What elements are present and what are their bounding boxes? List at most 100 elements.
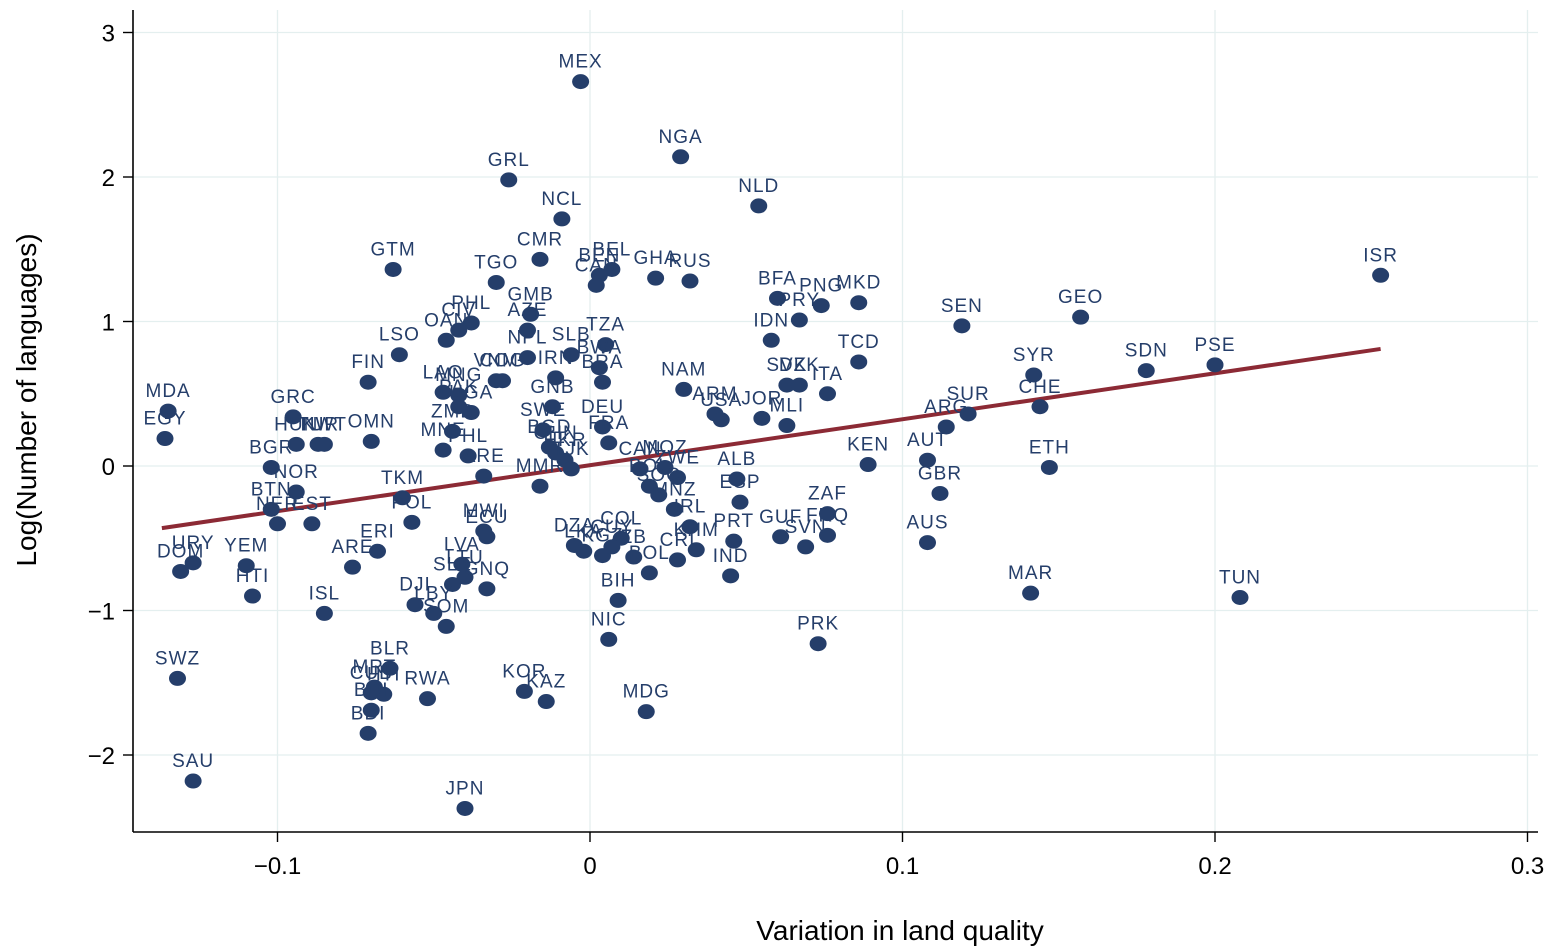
point-label-ncl: NCL	[541, 189, 582, 210]
point-label-cog: COG	[479, 351, 525, 372]
point-label-egy: EGY	[143, 409, 186, 430]
point-label-tjk: TJK	[553, 439, 590, 460]
point-label-pry: PRY	[779, 290, 821, 311]
point-label-idn: IDN	[753, 310, 789, 331]
point-label-lva: LVA	[444, 534, 480, 555]
data-point-civ	[450, 322, 468, 338]
point-label-isl: ISL	[309, 583, 341, 604]
point-label-aut: AUT	[907, 430, 948, 451]
y-tick-label: −2	[88, 743, 115, 770]
data-point-gnq	[478, 581, 496, 597]
point-label-pol: POL	[391, 492, 432, 513]
data-point-gnb	[544, 399, 561, 415]
data-point-oan	[437, 332, 455, 348]
point-label-mda: MDA	[146, 381, 191, 402]
data-point-mli	[778, 418, 796, 434]
data-point-gbr	[931, 485, 949, 501]
data-point-mne	[434, 442, 452, 458]
data-point-pry	[790, 312, 808, 328]
data-point-bih	[609, 592, 627, 608]
data-point-mnz	[665, 501, 683, 517]
point-label-mng: MNG	[435, 365, 482, 386]
data-point-kwt	[315, 436, 333, 452]
data-point-aus	[919, 535, 936, 551]
point-label-ind: IND	[713, 546, 749, 567]
data-point-che	[1031, 399, 1049, 415]
x-tick-label: 0.2	[1198, 853, 1231, 880]
point-label-can: CAN	[575, 255, 618, 276]
point-label-khm: KHM	[674, 520, 719, 541]
data-point-arg	[937, 419, 955, 435]
point-label-lka: LKA	[564, 521, 603, 542]
data-point-kaz	[537, 694, 555, 710]
data-point-are	[475, 468, 493, 484]
point-label-mwi: MWI	[463, 501, 505, 522]
y-tick-label: 0	[102, 454, 115, 481]
point-label-fra: FRA	[588, 413, 629, 434]
data-point-ner	[269, 516, 286, 532]
x-axis-title: Variation in land quality	[756, 915, 1043, 946]
data-point-omn	[362, 433, 380, 449]
point-label-moz: MOZ	[642, 437, 687, 458]
point-label-aze: AZE	[508, 300, 548, 321]
point-label-mrt: MRT	[352, 657, 396, 678]
point-label-che: CHE	[1018, 377, 1061, 398]
data-point-ury	[184, 555, 202, 571]
y-axis-title: Log(Number of languages)	[11, 233, 42, 566]
point-label-syr: SYR	[1013, 345, 1055, 366]
point-label-nor: NOR	[274, 462, 319, 483]
point-label-col: COL	[600, 508, 642, 529]
data-point-cub	[362, 685, 380, 701]
data-point-deu	[594, 419, 611, 435]
data-point-dzk	[790, 377, 808, 393]
point-label-grc: GRC	[271, 387, 316, 408]
point-label-cuy: CUY	[590, 517, 633, 538]
point-label-bgd: BGD	[527, 417, 571, 438]
point-label-mmr: MMR	[516, 456, 564, 477]
point-label-omn: OMN	[348, 411, 395, 432]
point-label-som: SOM	[423, 596, 469, 617]
point-label-kwt: KWT	[302, 414, 347, 435]
data-point-cmr	[531, 251, 549, 267]
data-point-jor	[753, 410, 771, 426]
x-tick-label: 0	[583, 853, 596, 880]
data-point-eri	[369, 543, 386, 559]
gridlines	[133, 10, 1538, 832]
data-point-zwe	[669, 470, 686, 486]
point-label-lby: LBY	[414, 583, 453, 604]
point-label-irn: IRN	[538, 348, 574, 369]
point-label-nic: NIC	[591, 609, 627, 630]
point-label-geo: GEO	[1058, 287, 1103, 308]
data-point-blr	[381, 660, 399, 676]
data-point-bgr	[262, 459, 280, 475]
point-label-blr: BLR	[370, 638, 410, 659]
data-point-tkm	[394, 490, 411, 506]
point-label-tza: TZA	[586, 315, 625, 336]
point-label-ben: BEN	[578, 245, 620, 266]
point-label-rus: RUS	[668, 251, 711, 272]
point-label-bol: BOL	[629, 456, 670, 477]
fit-line-group	[161, 346, 1381, 531]
data-point-bfa	[769, 290, 786, 306]
data-point-eth	[1040, 459, 1058, 475]
x-tick-label: −0.1	[254, 853, 301, 880]
data-point-swe	[534, 422, 552, 438]
data-point-slb	[562, 347, 580, 363]
point-label-tgo: TGO	[474, 252, 518, 273]
ticks: 3 2 1 0 −1 −2 −0.1 0 0.1 0.2 0.3	[88, 21, 1545, 881]
point-label-cmr: CMR	[517, 229, 563, 250]
point-label-sau: SAU	[172, 751, 214, 772]
data-point-ltu	[456, 569, 474, 585]
data-point-guf	[772, 529, 790, 545]
data-point-pol	[403, 514, 421, 530]
point-label-eri: ERI	[360, 521, 395, 542]
data-point-isl	[315, 605, 333, 621]
point-label-irl: IRL	[674, 497, 707, 518]
data-point-ita	[819, 386, 836, 402]
data-point-nic	[600, 631, 618, 647]
data-point-dji	[406, 597, 424, 613]
point-label-bel: BEL	[592, 239, 631, 260]
data-point-moz	[656, 459, 674, 475]
point-label-jor: JOR	[741, 388, 782, 409]
data-point-tjk	[562, 461, 580, 477]
